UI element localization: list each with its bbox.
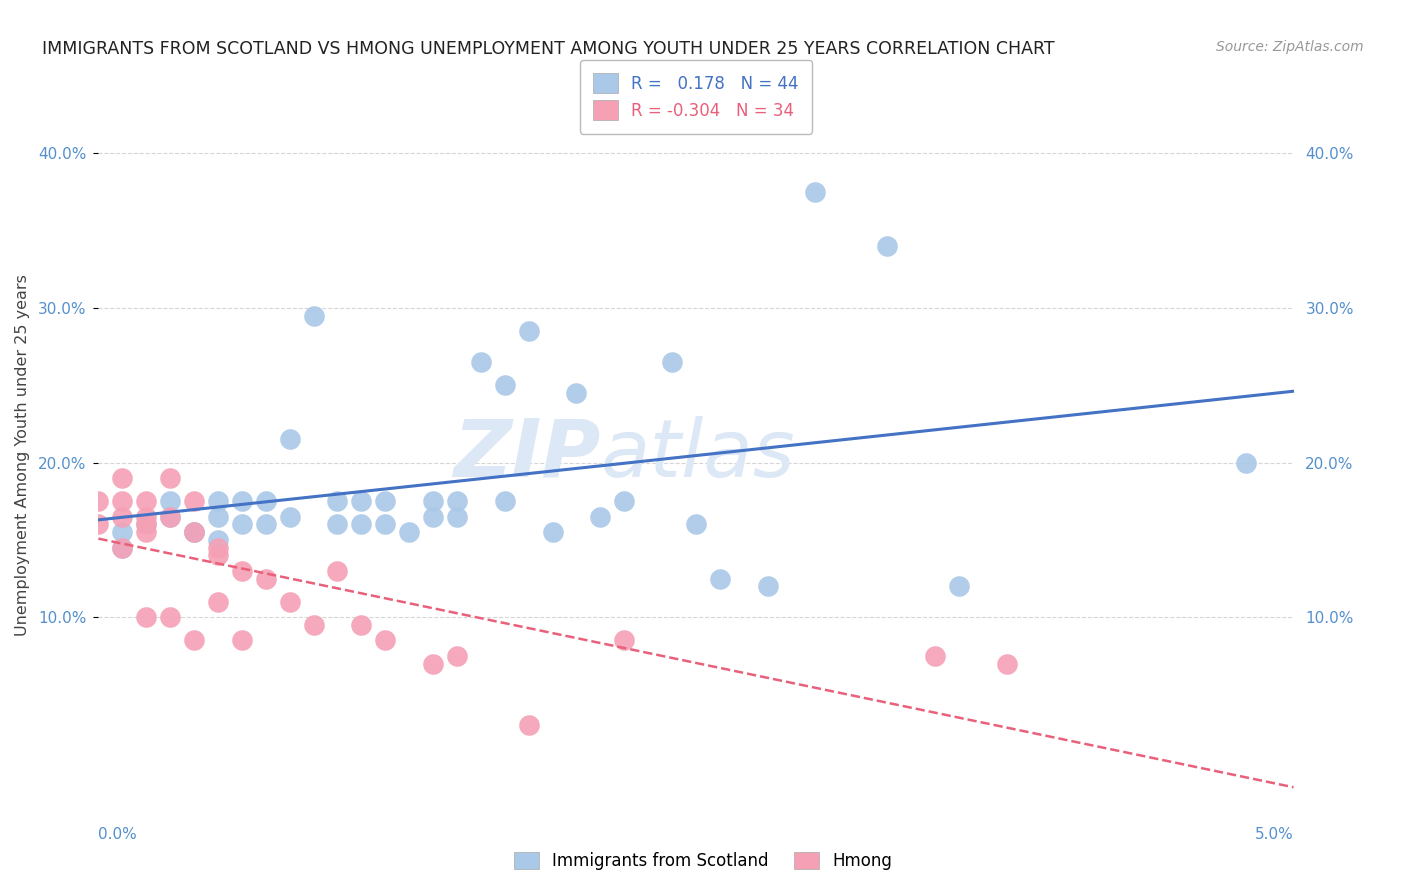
Point (111, 541, 134, 555)
Point (135, 610, 157, 624)
Point (948, 579, 970, 593)
Point (231, 633, 253, 648)
Point (422, 657, 444, 671)
Point (446, 509, 468, 524)
Point (446, 648, 468, 663)
Point (613, 494, 636, 508)
Point (541, 525, 564, 540)
Point (1234, 456, 1257, 470)
Point (302, 309, 325, 323)
Legend: Immigrants from Scotland, Hmong: Immigrants from Scotland, Hmong (508, 845, 898, 877)
Point (350, 494, 373, 508)
Point (254, 517, 277, 532)
Point (183, 525, 205, 540)
Y-axis label: Unemployment Among Youth under 25 years: Unemployment Among Youth under 25 years (15, 274, 30, 636)
Point (613, 633, 636, 648)
Point (278, 509, 301, 524)
Point (422, 509, 444, 524)
Point (661, 355, 683, 369)
Point (183, 525, 205, 540)
Point (494, 494, 516, 508)
Point (135, 525, 157, 540)
Point (159, 610, 181, 624)
Point (470, 355, 492, 369)
Point (207, 509, 229, 524)
Point (207, 494, 229, 508)
Text: atlas: atlas (600, 416, 796, 494)
Point (709, 572, 731, 586)
Text: 5.0%: 5.0% (1254, 827, 1294, 841)
Point (207, 549, 229, 563)
Point (183, 525, 205, 540)
Point (159, 509, 181, 524)
Point (517, 324, 540, 338)
Point (804, 185, 827, 199)
Text: Source: ZipAtlas.com: Source: ZipAtlas.com (1216, 40, 1364, 54)
Point (924, 648, 946, 663)
Point (374, 633, 396, 648)
Point (159, 509, 181, 524)
Point (756, 579, 779, 593)
Point (135, 494, 157, 508)
Point (111, 509, 134, 524)
Point (350, 618, 373, 632)
Point (302, 618, 325, 632)
Text: IMMIGRANTS FROM SCOTLAND VS HMONG UNEMPLOYMENT AMONG YOUTH UNDER 25 YEARS CORREL: IMMIGRANTS FROM SCOTLAND VS HMONG UNEMPL… (42, 40, 1054, 58)
Point (231, 564, 253, 578)
Point (135, 517, 157, 532)
Point (422, 494, 444, 508)
Point (135, 509, 157, 524)
Point (231, 517, 253, 532)
Legend: R =   0.178   N = 44, R = -0.304   N = 34: R = 0.178 N = 44, R = -0.304 N = 34 (579, 60, 813, 134)
Point (278, 595, 301, 609)
Point (876, 239, 898, 253)
Point (494, 378, 516, 392)
Point (159, 471, 181, 485)
Point (350, 517, 373, 532)
Point (111, 471, 134, 485)
Point (111, 494, 134, 508)
Point (207, 541, 229, 555)
Point (207, 533, 229, 547)
Point (374, 494, 396, 508)
Point (111, 541, 134, 555)
Point (326, 564, 349, 578)
Text: ZIP: ZIP (453, 416, 600, 494)
Point (159, 494, 181, 508)
Point (87, 494, 110, 508)
Point (374, 517, 396, 532)
Point (565, 386, 588, 401)
Point (326, 494, 349, 508)
Point (685, 517, 707, 532)
Text: 0.0%: 0.0% (98, 827, 138, 841)
Point (231, 494, 253, 508)
Point (207, 595, 229, 609)
Point (183, 494, 205, 508)
Point (995, 657, 1018, 671)
Point (254, 572, 277, 586)
Point (87, 517, 110, 532)
Point (135, 517, 157, 532)
Point (589, 509, 612, 524)
Point (111, 525, 134, 540)
Point (278, 433, 301, 447)
Point (517, 718, 540, 732)
Point (398, 525, 420, 540)
Point (254, 494, 277, 508)
Point (183, 633, 205, 648)
Point (326, 517, 349, 532)
Point (446, 494, 468, 508)
